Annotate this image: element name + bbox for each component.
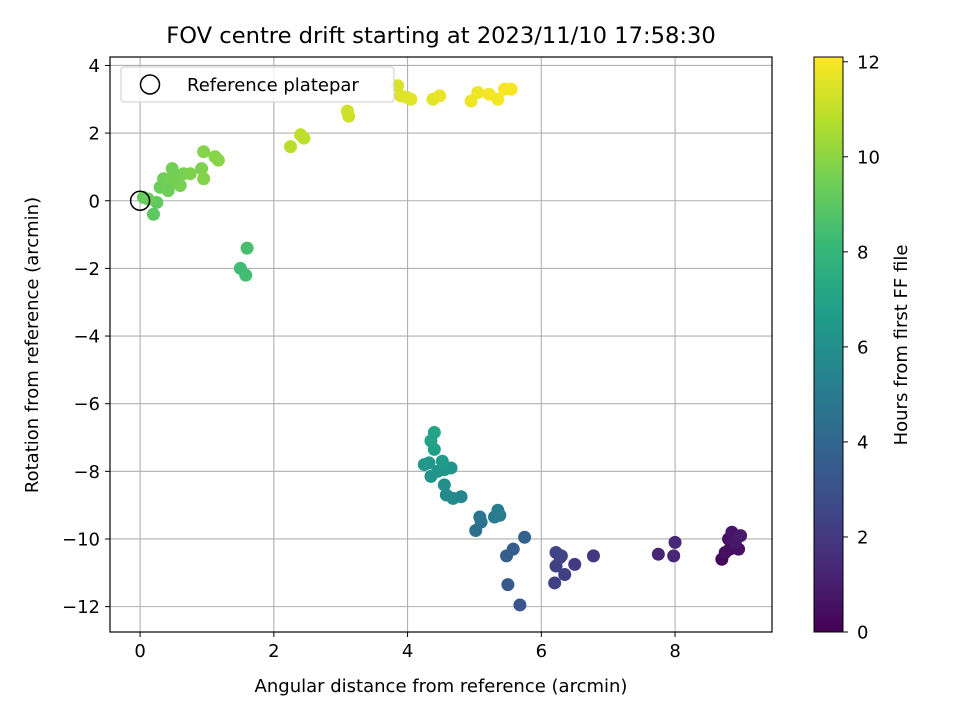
data-points	[136, 79, 748, 612]
y-tick-label: −4	[73, 327, 100, 348]
y-tick-label: 0	[89, 191, 100, 212]
colorbar-ticks: 0 2 4 6 8 10 12	[843, 52, 880, 644]
x-tick-label: 4	[402, 641, 413, 662]
x-tick-label: 8	[669, 641, 680, 662]
colorbar-tick-label: 0	[857, 623, 868, 644]
data-point	[668, 535, 682, 549]
chart-title: FOV centre drift starting at 2023/11/10 …	[166, 23, 715, 49]
data-point	[167, 167, 181, 181]
data-point	[568, 557, 582, 571]
colorbar-tick-label: 4	[857, 432, 868, 453]
reference-marker	[129, 190, 151, 211]
data-point	[173, 179, 187, 193]
colorbar-tick-label: 12	[857, 52, 880, 73]
y-axis-label: Rotation from reference (arcmin)	[22, 197, 43, 493]
colorbar-label: Hours from first FF file	[891, 245, 912, 446]
data-point	[240, 241, 254, 255]
data-point	[435, 454, 449, 468]
data-point	[284, 140, 298, 154]
colorbar-tick-label: 2	[857, 527, 868, 548]
y-tick-label: −10	[62, 529, 100, 550]
legend-entry-label: Reference platepar	[187, 75, 359, 96]
data-point	[491, 92, 505, 106]
data-point	[239, 268, 253, 282]
data-point	[553, 551, 567, 565]
data-point	[404, 92, 418, 106]
data-point	[586, 549, 600, 563]
data-point	[501, 578, 515, 592]
axis-ticks: 0 2 4 6 8 −12 −10 −8 −6 −4 −2 0 2 4	[62, 56, 681, 662]
data-point	[518, 530, 532, 544]
data-point	[433, 89, 447, 103]
legend-box	[120, 66, 395, 103]
y-tick-label: 4	[89, 56, 100, 77]
grid	[110, 57, 772, 632]
data-point	[424, 469, 438, 483]
data-point	[446, 491, 460, 505]
colorbar	[813, 56, 844, 633]
data-point	[513, 598, 527, 612]
data-point	[211, 153, 225, 167]
data-point	[427, 425, 441, 439]
y-tick-label: −12	[62, 597, 100, 618]
data-point	[473, 510, 487, 524]
data-point	[161, 184, 175, 198]
data-point	[342, 109, 356, 123]
colorbar-tick-label: 6	[857, 337, 868, 358]
x-tick-label: 6	[536, 641, 547, 662]
data-point	[504, 82, 518, 96]
plot-frame	[109, 56, 773, 633]
data-point	[197, 172, 211, 186]
data-point	[195, 162, 209, 176]
y-tick-label: −8	[73, 462, 100, 483]
data-point	[422, 456, 436, 470]
data-point	[734, 529, 748, 543]
data-point	[183, 167, 197, 181]
y-tick-label: −2	[73, 259, 100, 280]
data-point	[471, 86, 485, 100]
data-point	[548, 576, 562, 590]
legend: Reference platepar	[120, 66, 395, 103]
data-point	[297, 131, 311, 145]
data-point	[651, 547, 665, 561]
colorbar-tick-label: 10	[857, 147, 880, 168]
data-point	[718, 546, 732, 560]
data-point	[197, 145, 211, 159]
x-axis-label: Angular distance from reference (arcmin)	[255, 676, 628, 697]
data-point	[437, 478, 451, 492]
data-point	[146, 207, 160, 221]
x-tick-label: 0	[134, 641, 145, 662]
legend-marker-icon	[139, 74, 161, 95]
data-point	[667, 549, 681, 563]
x-tick-label: 2	[268, 641, 279, 662]
y-tick-label: −6	[73, 394, 100, 415]
data-point	[491, 503, 505, 517]
data-point	[558, 568, 572, 581]
data-point	[506, 542, 520, 556]
data-point	[141, 192, 155, 206]
y-tick-label: 2	[89, 124, 100, 145]
colorbar-tick-label: 8	[857, 242, 868, 263]
